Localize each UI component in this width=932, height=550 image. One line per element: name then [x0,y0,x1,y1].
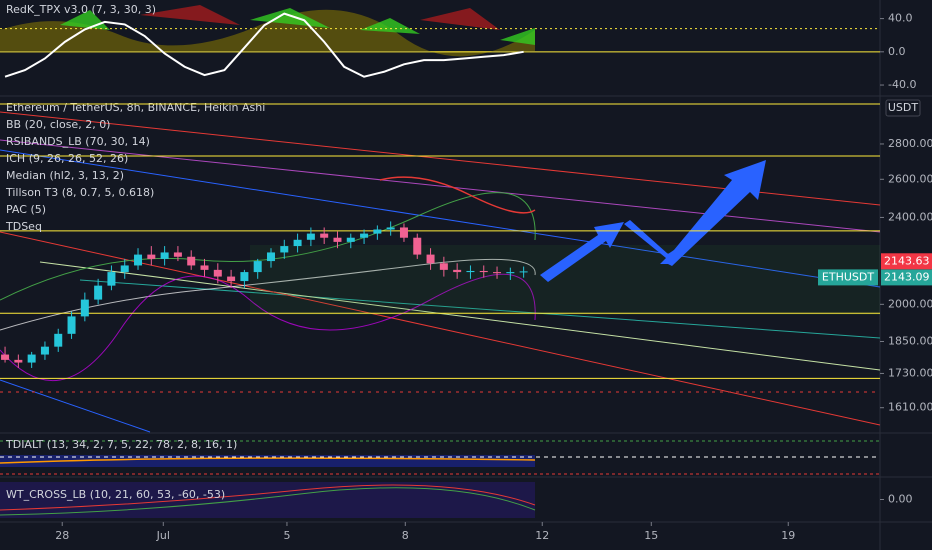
candle-body [453,269,462,273]
y-tick-label: 2000.00 [888,297,932,310]
candle-body [134,254,143,266]
candle-body [120,265,129,273]
candle-body [426,254,435,264]
candle-body [320,233,329,238]
candle-body [240,272,249,282]
indicator-legend: BB (20, close, 2, 0) [6,118,110,131]
x-tick-label: 15 [644,529,658,542]
candle-body [80,299,89,317]
candle-body [466,270,475,273]
currency[interactable]: USDT [888,101,919,114]
x-tick-label: 19 [781,529,795,542]
indicator-legend: PAC (5) [6,203,46,216]
x-tick-label: 8 [402,529,409,542]
candle-body [1,354,10,360]
candle-body [27,354,36,363]
tpx-fill [140,5,500,30]
candle-body [506,272,515,274]
price-label: 2143.63 [884,254,930,267]
y-tick-label: 1850.00 [888,334,932,347]
y-tick-label: 1610.00 [888,401,932,414]
candle-body [386,227,395,230]
tpx-fill [0,9,535,57]
channel-line [39,261,881,371]
candle-body [346,237,355,242]
candle-body [479,270,488,273]
candle-body [293,239,302,247]
y-tick-label: 1730.00 [888,366,932,379]
candle-body [399,227,408,238]
y-tick-label: 0.00 [888,493,913,506]
candle-body [227,276,236,282]
price-label-box [881,269,932,286]
indicator-legend: Tillson T3 (8, 0.7, 5, 0.618) [5,186,154,199]
x-tick-label: Jul [156,529,170,542]
band-line [0,258,536,331]
candle-body [333,237,342,242]
tpx-fill [60,8,535,45]
candle-body [14,359,23,363]
channels [0,111,881,433]
candle-body [360,233,369,238]
candle-body [107,272,116,286]
candle-body [67,316,76,334]
price-label: 2143.09 [884,270,930,283]
price-label-box [881,253,932,270]
arrow [540,222,624,282]
y-tick-label: 2600.00 [888,172,932,185]
candle-body [519,271,528,273]
candle-body [493,272,502,274]
indicator-title: WT_CROSS_LB (10, 21, 60, 53, -60, -53) [6,488,225,501]
tdi-line [0,457,536,464]
symbol-label: ETHUSDT [822,270,874,283]
candle-body [253,261,262,273]
candle-body [266,252,275,262]
band-line [0,192,536,301]
channel-line [0,379,151,433]
y-tick-label: -40.0 [888,78,916,91]
x-tick-label: 28 [55,529,69,542]
channel-line [0,139,881,233]
cloud [250,245,880,315]
y-tick-label: 0.0 [888,45,906,58]
band-line [0,273,536,382]
channel-line [0,231,881,426]
candle-body [280,246,289,253]
candle-body [200,265,209,270]
candle-body [173,252,182,257]
currency-box[interactable] [885,99,921,117]
candle-body [306,233,315,240]
indicator-legend: RSIBANDS_LB (70, 30, 14) [6,135,150,148]
candle-body [439,263,448,270]
candle-body [94,285,103,300]
indicator-title: RedK_TPX v3.0 (7, 3, 30, 3) [6,3,156,16]
channel-line [79,279,881,339]
wt-line [0,487,536,516]
symbol-title: Ethereum / TetherUS, 8h, BINANCE, Heikin… [6,101,265,114]
x-tick-label: 12 [535,529,549,542]
candle-body [413,237,422,255]
indicator-line [4,12,524,78]
wt-line [0,484,536,511]
candle-body [40,346,49,355]
candle-body [213,269,222,277]
band-line [379,176,536,214]
candle-body [147,254,156,259]
channel-line [0,149,881,288]
candle-body [160,252,169,259]
candle-body [54,333,63,347]
indicator-legend: ICH (9, 26, 26, 52, 26) [6,152,128,165]
x-tick-label: 5 [283,529,290,542]
indicator-legend: TDSeq [5,220,42,233]
arrow [664,160,766,266]
indicator-title: TDIALT (13, 34, 2, 7, 5, 22, 78, 2, 8, 1… [5,438,237,451]
y-tick-label: 2400.00 [888,210,932,223]
y-tick-label: 2800.00 [888,137,932,150]
symbol-label-box [818,269,878,286]
candle-body [373,229,382,234]
y-tick-label: 40.0 [888,12,913,25]
candle-body [187,256,196,266]
indicator-legend: Median (hl2, 3, 13, 2) [6,169,124,182]
